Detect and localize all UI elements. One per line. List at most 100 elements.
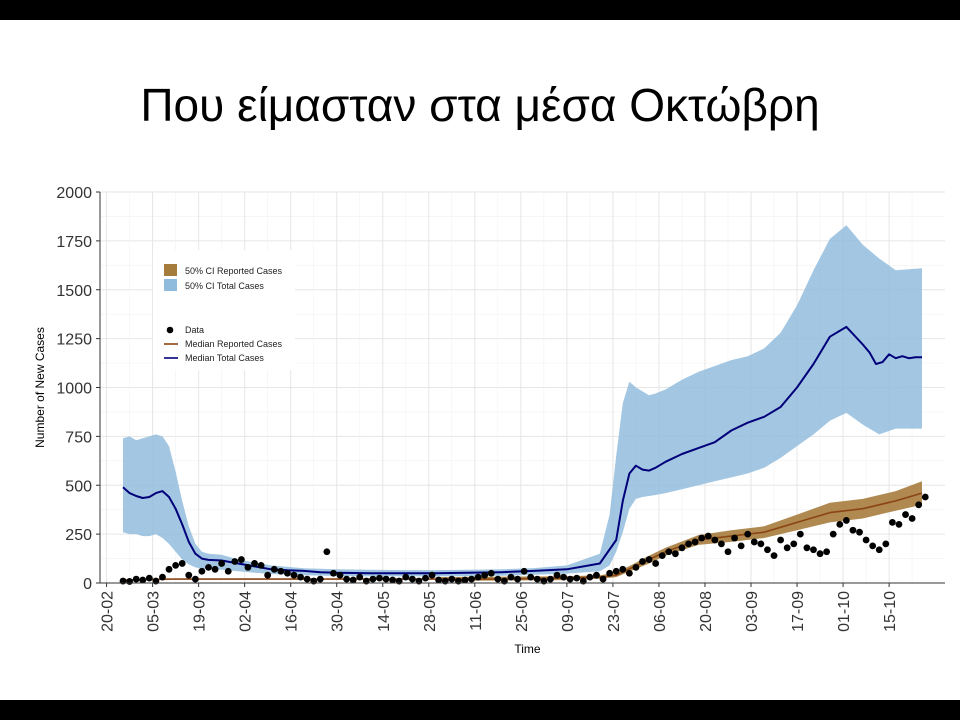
data-point (882, 540, 890, 548)
data-point (606, 569, 614, 577)
data-point (126, 578, 133, 585)
data-point (698, 534, 706, 542)
data-point (514, 575, 521, 583)
data-point (316, 575, 324, 583)
bottom-bar (0, 700, 960, 720)
data-point (711, 536, 719, 544)
data-point (408, 575, 416, 583)
data-point (803, 544, 811, 552)
data-point (461, 576, 469, 584)
data-point (777, 536, 785, 544)
x-tick-label: 20-08 (698, 591, 715, 632)
x-tick-label: 06-08 (652, 591, 669, 632)
legend-label: Median Reported Cases (185, 339, 283, 349)
data-point (356, 573, 364, 581)
data-point (277, 567, 285, 575)
data-point (251, 560, 258, 567)
data-point (343, 575, 350, 583)
data-point (750, 538, 758, 546)
x-tick-label: 15-10 (882, 591, 899, 632)
data-point (599, 575, 607, 583)
top-bar (0, 0, 960, 20)
y-tick-label: 0 (83, 576, 92, 593)
data-point (382, 575, 390, 583)
data-point (205, 563, 212, 571)
data-point (376, 574, 383, 582)
data-point (165, 565, 173, 573)
y-tick-label: 1000 (56, 381, 92, 398)
data-point (257, 562, 265, 569)
legend: 50% CI Reported Cases 50% CI Total Cases D… (153, 250, 295, 370)
data-point (783, 544, 791, 552)
data-point (915, 501, 923, 509)
data-point (218, 560, 226, 567)
x-tick-label: 01-10 (836, 591, 853, 632)
data-point (632, 563, 640, 571)
data-point (422, 574, 429, 582)
data-point (888, 518, 896, 526)
legend-label: 50% CI Reported Cases (185, 266, 283, 276)
data-point (856, 528, 863, 536)
data-point (487, 569, 495, 577)
data-point (270, 565, 278, 573)
data-point (790, 540, 798, 548)
slide-title: Που είμασταν στα μέσα Οκτώβρη (140, 79, 820, 131)
data-point (303, 575, 311, 583)
data-point (764, 546, 771, 554)
x-tick-label: 19-03 (192, 591, 209, 632)
data-point (849, 526, 857, 534)
data-point (178, 560, 186, 567)
data-point (231, 558, 239, 565)
data-point (159, 573, 166, 581)
x-tick-label: 17-09 (790, 591, 807, 632)
x-tick-label: 03-09 (744, 591, 761, 632)
data-point (573, 574, 581, 582)
data-point (737, 542, 745, 550)
data-point (645, 556, 653, 563)
ribbons (123, 225, 922, 581)
data-point (369, 575, 377, 583)
y-tick-label: 1250 (56, 332, 92, 349)
data-point (172, 562, 180, 569)
data-point (704, 532, 712, 540)
y-tick-label: 1750 (56, 234, 92, 251)
data-point (494, 575, 502, 583)
data-point (612, 567, 620, 575)
legend-label: 50% CI Total Cases (185, 281, 264, 291)
legend-point-key (166, 326, 174, 334)
data-point (902, 511, 909, 518)
x-tick-label: 11-06 (468, 591, 485, 631)
data-point (527, 573, 535, 581)
data-point (823, 548, 831, 556)
data-point (770, 552, 778, 560)
y-tick-label: 250 (65, 527, 92, 544)
data-point (678, 544, 686, 552)
data-point (145, 574, 153, 582)
points (119, 493, 929, 585)
data-point (349, 576, 357, 584)
data-point (284, 569, 291, 577)
data-point (639, 558, 646, 565)
y-tick-label: 500 (65, 478, 92, 495)
data-point (685, 540, 692, 548)
x-tick-label: 16-04 (284, 591, 301, 632)
data-point (810, 546, 817, 554)
data-point (744, 530, 752, 538)
data-point (560, 573, 567, 581)
x-tick-label: 02-04 (238, 591, 255, 632)
x-tick-label: 23-07 (606, 591, 623, 632)
data-point (566, 575, 574, 583)
data-point (757, 540, 765, 548)
legend-swatch (164, 279, 177, 291)
data-point (520, 567, 528, 575)
data-point (211, 565, 219, 573)
data-point (671, 550, 679, 558)
x-tick-label: 20-02 (100, 591, 117, 632)
x-tick-label: 09-07 (560, 591, 577, 632)
data-point (185, 571, 193, 579)
data-point (718, 540, 725, 548)
data-point (336, 571, 344, 579)
data-point (908, 515, 916, 522)
data-point (796, 530, 804, 538)
data-point (224, 567, 232, 575)
